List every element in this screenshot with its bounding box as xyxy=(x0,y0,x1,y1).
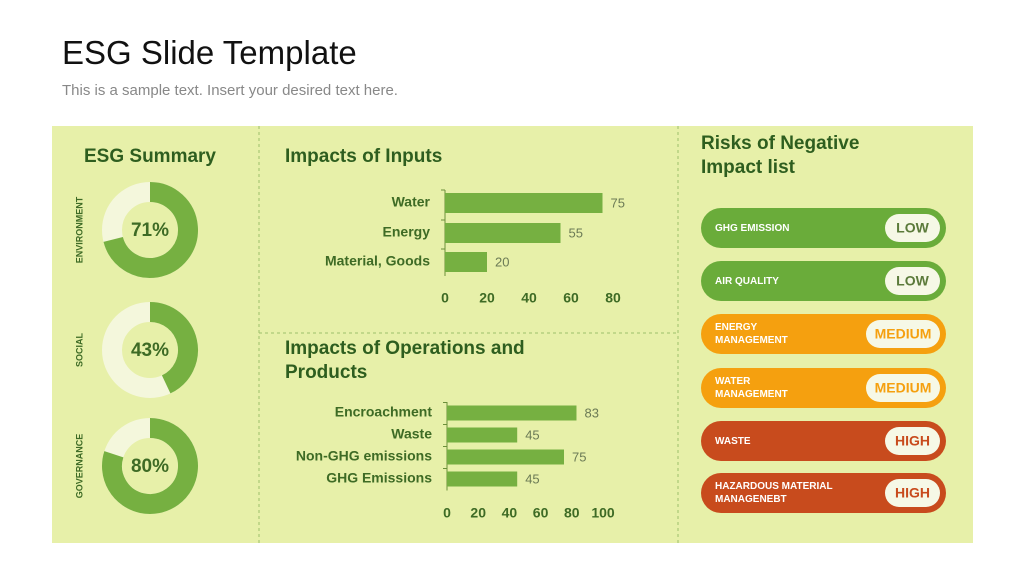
bar xyxy=(447,405,577,421)
x-tick-label: 40 xyxy=(521,290,537,306)
category-label: GHG Emissions xyxy=(326,470,432,486)
section-title: Impacts of Inputs xyxy=(285,146,443,167)
risk-label: GHG EMISSION xyxy=(715,222,790,234)
x-tick-label: 20 xyxy=(470,505,486,521)
value-label: 45 xyxy=(525,471,539,486)
x-tick-label: 80 xyxy=(605,290,621,306)
risk-pill xyxy=(701,261,946,301)
x-tick-label: 60 xyxy=(563,290,579,306)
risk-label: WATER MANAGEMENT xyxy=(715,376,788,400)
bar xyxy=(445,252,487,272)
donut-arc xyxy=(149,302,198,394)
x-tick-label: 100 xyxy=(591,505,615,521)
donut-arc xyxy=(102,418,198,514)
category-label: Non-GHG emissions xyxy=(296,448,432,464)
risk-label: AIR QUALITY xyxy=(715,275,779,287)
bar xyxy=(445,223,561,243)
donut-label: 80% xyxy=(131,456,169,477)
bar xyxy=(447,427,518,443)
donut-label: 43% xyxy=(131,340,169,361)
donut-category: ENVIRONMENT xyxy=(74,196,84,263)
value-label: 75 xyxy=(572,449,586,464)
category-label: Water xyxy=(392,194,431,210)
risk-level-pill xyxy=(885,267,940,295)
value-label: 45 xyxy=(525,427,539,442)
bar xyxy=(447,471,518,487)
risk-pill xyxy=(701,421,946,461)
risk-label: WASTE xyxy=(715,435,751,447)
risk-level-pill xyxy=(866,374,940,402)
value-label: 55 xyxy=(569,225,583,240)
bar xyxy=(445,193,603,213)
value-label: 20 xyxy=(495,254,509,269)
value-label: 83 xyxy=(584,405,598,420)
risk-level-pill xyxy=(866,320,940,348)
subtitle: This is a sample text. Insert your desir… xyxy=(62,82,398,99)
category-label: Encroachment xyxy=(335,404,433,420)
donut-category: SOCIAL xyxy=(74,333,84,368)
risk-level-pill xyxy=(885,479,940,507)
risk-level: MEDIUM xyxy=(875,326,932,342)
risk-level: MEDIUM xyxy=(875,380,932,396)
x-tick-label: 60 xyxy=(533,505,549,521)
risk-pill xyxy=(701,208,946,248)
category-label: Energy xyxy=(383,224,431,240)
donut-category: GOVERNANCE xyxy=(74,434,84,499)
category-label: Material, Goods xyxy=(325,253,430,269)
section-title: Impacts of Operations and Products xyxy=(285,338,525,383)
section-title: ESG Summary xyxy=(84,146,216,167)
title: ESG Slide Template xyxy=(62,34,357,71)
risk-level: LOW xyxy=(896,273,929,289)
risk-level-pill xyxy=(885,214,940,242)
x-tick-label: 20 xyxy=(479,290,495,306)
risk-level: LOW xyxy=(896,220,929,236)
category-label: Waste xyxy=(391,426,432,442)
risk-level-pill xyxy=(885,427,940,455)
risk-label: HAZARDOUS MATERIAL MANAGENEBT xyxy=(715,481,833,505)
donut-arc xyxy=(103,182,198,278)
value-label: 75 xyxy=(611,195,625,210)
x-tick-label: 80 xyxy=(564,505,580,521)
risk-level: HIGH xyxy=(895,433,930,449)
risk-level: HIGH xyxy=(895,485,930,501)
x-tick-label: 0 xyxy=(441,290,449,306)
donut-label: 71% xyxy=(131,220,169,241)
risk-pill xyxy=(701,473,946,513)
risk-label: ENERGY MANAGEMENT xyxy=(715,322,788,346)
x-tick-label: 0 xyxy=(443,505,451,521)
bar xyxy=(447,449,564,465)
x-tick-label: 40 xyxy=(502,505,518,521)
section-title: Risks of Negative Impact list xyxy=(701,133,860,178)
